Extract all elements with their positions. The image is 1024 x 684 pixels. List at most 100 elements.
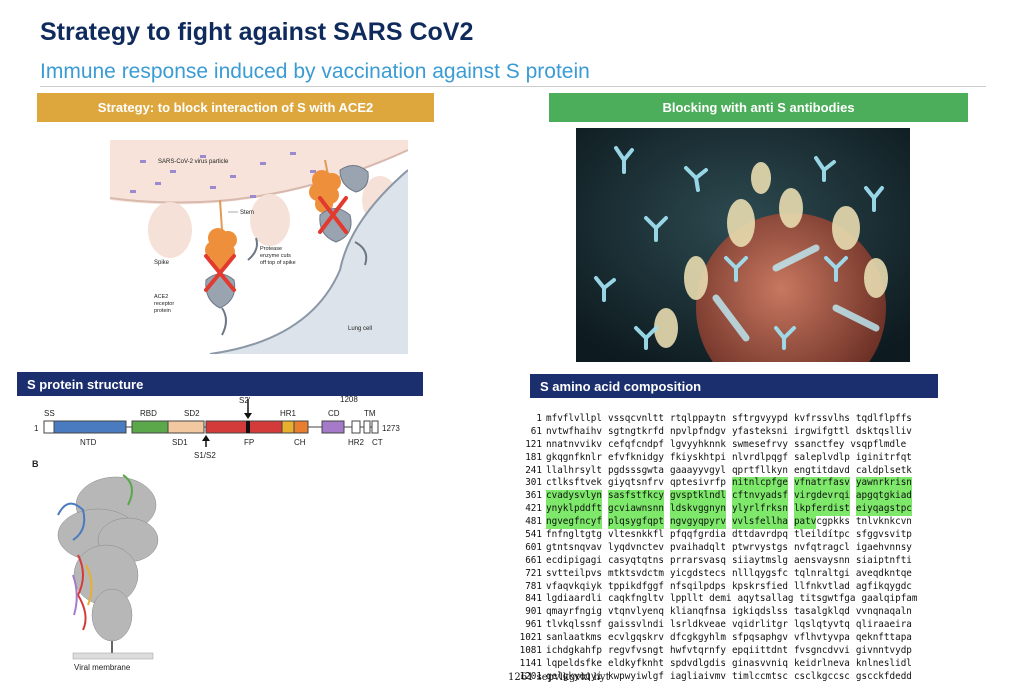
sequence-row: 541 fnfngltgtg vltesnkkfl pfqqfgrdia dttdavr… <box>508 529 924 542</box>
sequence-block: qptesivrfp <box>669 477 726 489</box>
spike-label: Spike <box>154 260 170 266</box>
sequence-block: iagliaivmv <box>669 670 726 682</box>
sequence-row-number: 181 <box>525 451 542 463</box>
sequence-row-number: 1201 <box>519 670 542 682</box>
sequence-block: aensvaysnn <box>793 554 850 566</box>
sequence-block: npvlpfndgv <box>669 425 726 437</box>
sequence-block: ssanctfey <box>793 438 845 450</box>
sequence-row: 1141 lqpeldsfke eldkyfknht spdvdlgdis ginasv… <box>508 658 924 671</box>
sequence-block: agfikqygdc <box>855 580 912 592</box>
sequence-block: nnatnvvikv <box>546 438 602 450</box>
sequence-block: fvsgncdvvi <box>793 645 850 657</box>
page-subtitle: Immune response induced by vaccination a… <box>40 60 590 83</box>
sequence-block: gtntsnqvav <box>546 541 602 553</box>
sequence-row-number: 121 <box>525 438 542 450</box>
sequence-block: aqytsallag <box>737 593 794 605</box>
sequence-block: dttdavrdpq <box>731 529 788 541</box>
sequence-row-number: 541 <box>525 529 542 541</box>
sequence-row: 781 vfaqvkqiyk tppikdfggf nfsqilpdps kpskrsf… <box>508 581 924 594</box>
s-protein-3d-structure: B Viral membrane <box>28 455 178 680</box>
sequence-block: ldskvggnyn <box>669 503 726 517</box>
page-title: Strategy to fight against SARS CoV2 <box>40 18 474 46</box>
sequence-block: pvaihadqlt <box>669 541 726 553</box>
label-hr1: HR1 <box>280 409 297 418</box>
sequence-row: 1081 ichdgkahfp regvfvsngt hwfvtqrnfy epqiit… <box>508 645 924 658</box>
sequence-block: qelgkyeqyi <box>546 670 602 682</box>
sequence-block: sfpqsaphgv <box>731 632 788 644</box>
sequence-block: vssqcvnltt <box>607 413 664 424</box>
stem-label: Stem <box>240 210 254 216</box>
sequence-block: gcviawnsnn <box>607 503 664 517</box>
sequence-tail: 1261 sepvlkgvkl hyt <box>508 672 610 683</box>
sequence-row: 121 nnatnvvikv cefqfcndpf lgvyyhknnk swmesef… <box>508 439 924 452</box>
label-sd2: SD2 <box>184 409 200 418</box>
sequence-block: csclkgccsc <box>793 670 850 682</box>
sequence-block: hwfvtqrnfy <box>669 645 726 657</box>
sequence-block: sgtngtkrfd <box>607 425 664 437</box>
sequence-block: siaiptnfti <box>855 554 912 566</box>
ace2-label-3: protein <box>154 308 171 314</box>
sequence-block: gvsptklndl <box>669 490 726 504</box>
sequence-row-number: 241 <box>525 464 542 476</box>
sequence-block: pfqqfgrdia <box>669 529 726 541</box>
sequence-block: ptwrvystgs <box>731 541 788 553</box>
sequence-row-number: 301 <box>525 477 542 489</box>
sequence-block: vqidrlitgr <box>731 619 788 631</box>
sequence-block: vsqpflmdle <box>850 438 907 450</box>
antibodies-header: Blocking with anti S antibodies <box>549 93 968 122</box>
antibody-render-image <box>576 128 910 362</box>
strategy-header: Strategy: to block interaction of S with… <box>37 93 434 122</box>
label-fp: FP <box>244 438 254 447</box>
sequence-block: ylyrlfrksn <box>731 503 788 517</box>
sequence-block: aveqdkntqe <box>855 567 912 579</box>
sequence-block: lgdiaardli <box>546 593 602 605</box>
sequence-block: ynyklpddft <box>546 503 602 517</box>
sequence-row-number: 901 <box>525 606 542 618</box>
sequence-row-number: 481 <box>525 516 542 528</box>
sequence-block: kwpwyiwlgf <box>607 670 664 682</box>
sequence-block: qliraaeira <box>855 619 912 631</box>
sequence-block: vvnqnaqaln <box>855 606 912 618</box>
sequence-block: ecvlgqskrv <box>607 632 664 644</box>
sequence-row-number: 841 <box>525 593 542 605</box>
sequence-row: 241 llalhrsylt pgdsssgwta gaaayyvgyl qprtfll… <box>508 465 924 478</box>
sequence-block: tlvkqlssnf <box>546 619 602 631</box>
sequence-row-number: 61 <box>530 425 542 437</box>
s-protein-structure-header: S protein structure <box>17 372 423 396</box>
sequence-block: ngvgyqpyrv <box>669 516 726 530</box>
sequence-block: efvfknidgy <box>607 451 664 463</box>
sequence-block: fkiyskhtpi <box>669 451 726 463</box>
sequence-block: titsgwtfga <box>799 593 856 605</box>
sequence-block: vflhvtyvpa <box>793 632 850 644</box>
sequence-block: svtteilpvs <box>546 567 602 579</box>
sequence-block: virgdevrqi <box>793 490 850 504</box>
sequence-block: qmayrfngig <box>546 606 602 618</box>
sequence-block: nlvrdlpqgf <box>731 451 788 463</box>
sequence-block: eiyqagstpc <box>855 503 912 517</box>
sequence-block: fnfngltgtg <box>546 529 602 541</box>
sequence-block: cefqfcndpf <box>607 438 664 450</box>
sequence-row: 1 mfvflvllpl vssqcvnltt rtqlppaytn sftrgvyyp… <box>508 413 924 426</box>
sequence-row: 961 tlvkqlssnf gaissvlndi lsrldkveae vqidrli… <box>508 619 924 632</box>
sequence-block: epqiittdnt <box>731 645 788 657</box>
sequence-block: lsrldkveae <box>669 619 726 631</box>
sequence-block: ginasvvniq <box>731 657 788 669</box>
sequence-block: nvtwfhaihv <box>546 425 602 437</box>
sequence-row: 721 svtteilpvs mtktsvdctm yicgdstecs nlllqyg… <box>508 568 924 581</box>
sequence-block: prrarsvasq <box>669 554 726 566</box>
sequence-block: sanlaatkms <box>546 632 602 644</box>
sequence-block: nfsqilpdps <box>669 580 726 592</box>
sequence-row-number: 361 <box>525 490 542 502</box>
viral-membrane-label: Viral membrane <box>74 663 131 672</box>
sequence-block: gaalqipfam <box>861 593 918 605</box>
label-ct: CT <box>372 438 383 447</box>
sequence-block: kvfrssvlhs <box>793 413 850 424</box>
ace2-blocking-illustration: SARS-CoV-2 virus particle Lung cell <box>110 140 408 354</box>
sequence-row-number: 721 <box>525 567 542 579</box>
sequence-block: ngvegfncyf <box>546 516 602 530</box>
label-sd1: SD1 <box>172 438 188 447</box>
sequence-block: knlneslidl <box>855 657 912 669</box>
sequence-row: 181 gkqgnfknlr efvfknidgy fkiyskhtpi nlvrdlp… <box>508 452 924 465</box>
sequence-block: dsktqslliv <box>855 425 912 437</box>
sequence-block: mfvflvllpl <box>546 413 602 424</box>
